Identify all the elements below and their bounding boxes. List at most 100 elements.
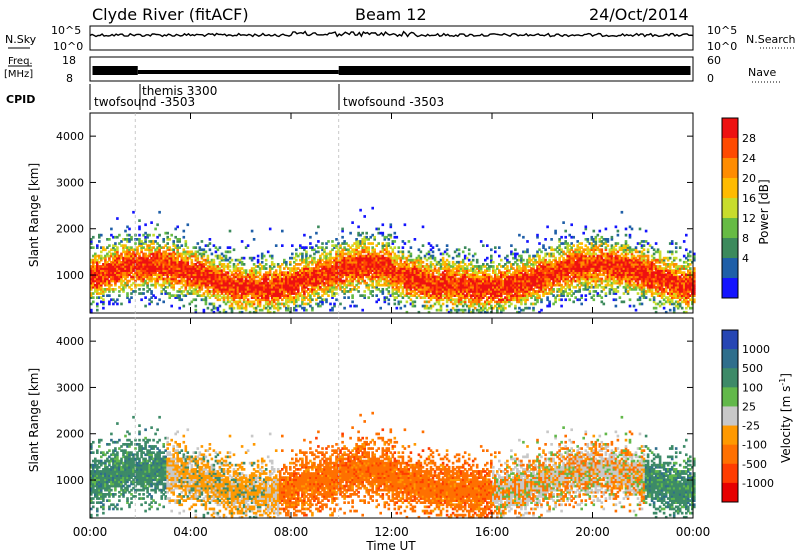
power-cell (552, 248, 555, 252)
power-cell (192, 298, 196, 302)
power-cell (498, 290, 501, 293)
power-cell (405, 292, 409, 295)
power-cell (441, 260, 445, 264)
power-cell (232, 267, 236, 270)
power-cell (415, 256, 419, 260)
power-cell (262, 304, 266, 308)
power-cell (188, 288, 192, 291)
power-cell (447, 254, 451, 258)
power-cell (381, 271, 385, 274)
power-cell (305, 254, 308, 258)
power-cell (486, 302, 489, 306)
power-cell (477, 281, 481, 285)
power-cell (283, 258, 286, 262)
power-cell (441, 302, 445, 306)
power-cell (486, 263, 489, 266)
power-cell (317, 263, 320, 266)
power-cell (102, 279, 105, 283)
power-cell (397, 271, 401, 274)
power-cell (538, 277, 541, 281)
power-cell (266, 283, 270, 287)
power-cell (465, 290, 469, 293)
power-cell (130, 267, 133, 270)
power-cell (268, 288, 272, 291)
power-cell (278, 271, 282, 274)
power-cell (445, 271, 449, 274)
power-cell (232, 265, 236, 268)
power-cell (250, 304, 254, 308)
power-cell (128, 227, 131, 231)
power-cell (176, 267, 179, 270)
power-cell (486, 290, 489, 293)
power-cell (244, 285, 248, 289)
power-cell (226, 275, 230, 279)
power-cell (327, 252, 330, 256)
power-cell (274, 269, 278, 272)
power-cell (347, 281, 350, 285)
power-cell (148, 273, 151, 277)
power-cell (508, 275, 511, 279)
power-cell (234, 281, 238, 285)
power-cell (224, 288, 228, 291)
power-cell (128, 233, 131, 237)
power-cell (496, 267, 499, 270)
power-cell (313, 273, 316, 277)
power-cell (463, 298, 467, 302)
power-cell (536, 296, 539, 299)
power-cell (520, 285, 523, 289)
power-cell (373, 275, 376, 279)
power-cell (204, 267, 208, 270)
power-cell (182, 267, 186, 270)
power-cell (425, 279, 429, 283)
power-cell (405, 310, 409, 314)
power-cell (331, 277, 334, 281)
power-cell (172, 242, 175, 245)
power-cell (554, 279, 557, 283)
power-cell (156, 269, 159, 272)
power-cell (174, 256, 177, 260)
power-cell (512, 288, 515, 291)
power-cell (188, 265, 192, 268)
power-cell (417, 281, 421, 285)
power-cell (409, 258, 413, 262)
power-cell (536, 271, 539, 274)
power-cell (431, 246, 435, 249)
power-cell (345, 258, 348, 262)
power-cell (156, 254, 159, 258)
power-cell (447, 298, 451, 302)
power-cell (222, 283, 226, 287)
power-cell (540, 308, 543, 312)
power-cell (293, 269, 296, 272)
power-cell (289, 269, 292, 272)
power-cell (566, 281, 569, 285)
power-cell (94, 277, 97, 281)
power-cell (150, 246, 153, 249)
power-cell (270, 254, 274, 258)
power-cell (556, 269, 559, 272)
power-cell (387, 252, 391, 256)
power-cell (556, 290, 559, 293)
power-cell (520, 294, 523, 297)
power-cell (142, 265, 145, 268)
freq-label: Freq. (8, 56, 33, 67)
power-cell (564, 269, 567, 272)
power-cell (361, 308, 364, 312)
power-cell (202, 248, 206, 252)
power-cell (281, 302, 284, 306)
power-cell (184, 269, 188, 272)
power-cell (200, 275, 204, 279)
power-cell (475, 283, 479, 287)
power-cell (455, 279, 459, 283)
power-cell (562, 273, 565, 277)
power-cell (341, 229, 344, 233)
power-cell (403, 269, 407, 272)
power-cell (311, 271, 314, 274)
power-cell (96, 263, 99, 266)
power-cell (445, 285, 449, 289)
power-cell (204, 290, 208, 293)
power-cell (490, 281, 493, 285)
power-cell (224, 271, 228, 274)
power-cell (108, 267, 111, 270)
power-cell (548, 263, 551, 266)
power-cell (92, 246, 95, 249)
